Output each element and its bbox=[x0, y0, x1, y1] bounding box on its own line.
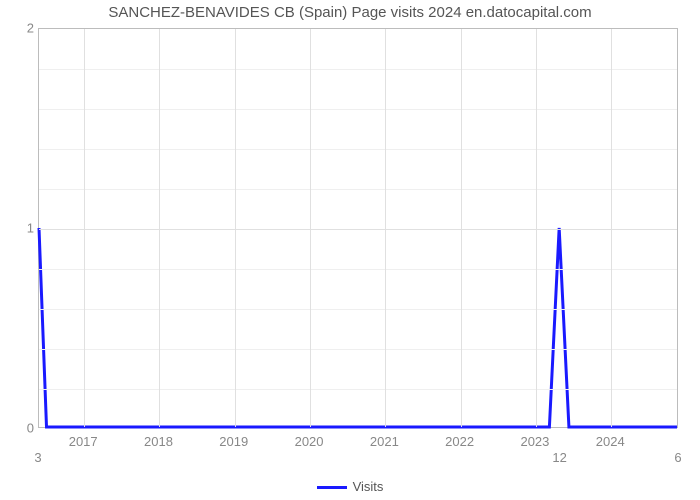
x-gridline bbox=[536, 29, 537, 427]
y-minor-gridline bbox=[39, 189, 677, 190]
y-tick-label: 2 bbox=[4, 21, 34, 36]
x-tick-label: 2018 bbox=[144, 434, 173, 449]
x-tick-label: 2022 bbox=[445, 434, 474, 449]
y-minor-gridline bbox=[39, 109, 677, 110]
x-gridline bbox=[385, 29, 386, 427]
x-tick-label: 2019 bbox=[219, 434, 248, 449]
x-tick-label: 2021 bbox=[370, 434, 399, 449]
y-gridline bbox=[39, 229, 677, 230]
x-tick-label: 2020 bbox=[295, 434, 324, 449]
x-tick-label: 2017 bbox=[69, 434, 98, 449]
visits-series-line bbox=[39, 29, 677, 427]
y-minor-gridline bbox=[39, 149, 677, 150]
legend-label: Visits bbox=[353, 479, 384, 494]
y-tick-label: 0 bbox=[4, 421, 34, 436]
x-tick-label: 2023 bbox=[520, 434, 549, 449]
x-tick-label: 2024 bbox=[596, 434, 625, 449]
y-minor-gridline bbox=[39, 269, 677, 270]
visits-line-chart: SANCHEZ-BENAVIDES CB (Spain) Page visits… bbox=[0, 0, 700, 500]
x-top-tick-label: 6 bbox=[674, 450, 681, 465]
y-minor-gridline bbox=[39, 309, 677, 310]
x-gridline bbox=[84, 29, 85, 427]
y-tick-label: 1 bbox=[4, 221, 34, 236]
x-gridline bbox=[611, 29, 612, 427]
x-gridline bbox=[159, 29, 160, 427]
y-minor-gridline bbox=[39, 69, 677, 70]
legend-swatch bbox=[317, 486, 347, 489]
y-minor-gridline bbox=[39, 389, 677, 390]
y-minor-gridline bbox=[39, 349, 677, 350]
plot-area bbox=[38, 28, 678, 428]
legend: Visits bbox=[0, 479, 700, 494]
x-top-tick-label: 3 bbox=[34, 450, 41, 465]
x-top-tick-label: 12 bbox=[552, 450, 566, 465]
x-gridline bbox=[461, 29, 462, 427]
x-gridline bbox=[235, 29, 236, 427]
x-gridline bbox=[310, 29, 311, 427]
chart-title: SANCHEZ-BENAVIDES CB (Spain) Page visits… bbox=[0, 4, 700, 21]
